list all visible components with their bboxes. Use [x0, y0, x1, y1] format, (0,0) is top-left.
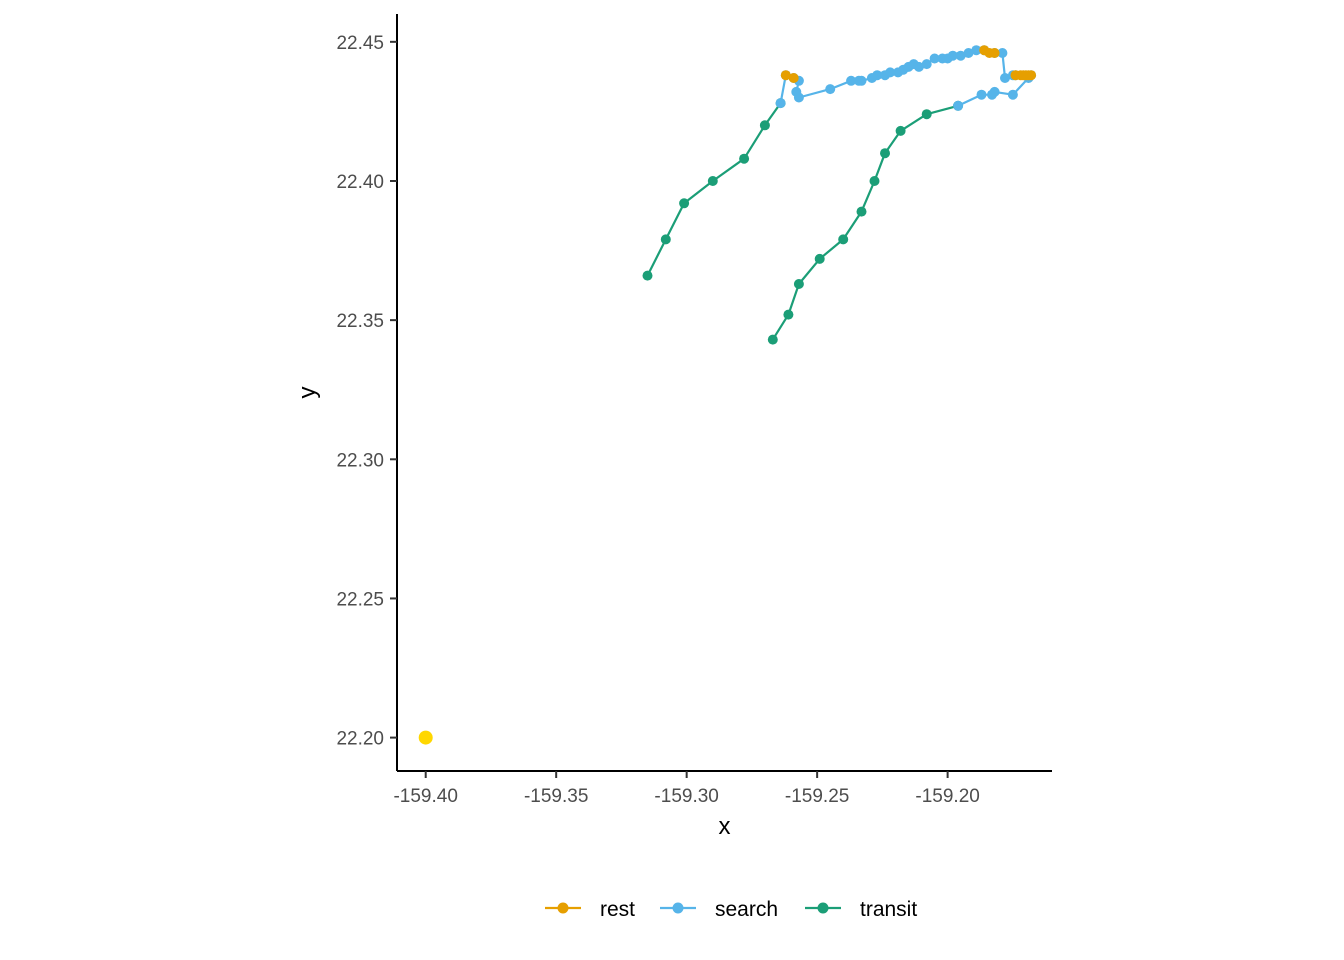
search-point: [963, 48, 974, 58]
search-point: [872, 70, 883, 81]
x-tick-label: -159.30: [654, 786, 718, 807]
transit-point: [838, 234, 849, 245]
y-tick-label: 22.25: [336, 589, 384, 610]
search-point: [825, 84, 836, 95]
transit-point: [856, 206, 867, 217]
y-tick-label: 22.20: [336, 729, 384, 750]
transit-point: [759, 120, 770, 131]
transit-line-1: [771, 104, 959, 341]
series-transit: [642, 98, 964, 345]
transit-point: [793, 279, 804, 289]
search-point: [793, 92, 804, 103]
search-point: [856, 75, 867, 86]
legend-key-point: [672, 902, 684, 914]
search-point: [913, 61, 924, 72]
transit-point: [767, 334, 778, 345]
legend-key-point: [817, 902, 829, 914]
highlight-point: [418, 730, 433, 745]
rest-point: [989, 48, 1000, 58]
plot-series: [418, 45, 1037, 745]
search-point: [1007, 89, 1018, 100]
x-tick-label: -159.25: [785, 786, 849, 807]
search-point: [953, 100, 964, 111]
transit-point: [679, 198, 690, 209]
legend-label: rest: [600, 898, 635, 921]
search-point: [976, 89, 987, 100]
search-point: [947, 50, 958, 61]
y-tick-label: 22.35: [336, 311, 384, 332]
y-tick-label: 22.45: [336, 33, 384, 54]
search-point: [987, 89, 997, 100]
search-point: [921, 59, 932, 70]
transit-point: [739, 153, 750, 164]
search-point: [846, 75, 857, 86]
legend-item-transit: transit: [805, 898, 917, 921]
search-point: [929, 53, 940, 64]
legend: rest search transit: [545, 898, 917, 921]
transit-point: [895, 125, 906, 136]
x-tick-label: -159.40: [393, 786, 457, 807]
transit-point: [921, 109, 932, 120]
transit-point: [783, 309, 794, 320]
y-tick-label: 22.30: [336, 450, 384, 471]
legend-key-point: [557, 902, 569, 914]
x-axis: -159.40 -159.35 -159.30 -159.25 -159.20: [393, 770, 1052, 807]
transit-point: [642, 270, 653, 281]
rest-point: [780, 70, 791, 81]
search-point: [997, 48, 1008, 58]
transit-point: [880, 148, 890, 159]
x-tick-label: -159.20: [915, 786, 979, 807]
transit-point: [660, 234, 671, 245]
legend-label: transit: [860, 898, 917, 921]
transit-point: [814, 253, 825, 264]
x-axis-title: x: [719, 813, 731, 840]
transit-point: [707, 176, 718, 186]
y-axis: 22.20 22.25 22.30 22.35 22.40 22.45: [336, 14, 398, 771]
series-rest: [780, 45, 1037, 83]
search-point: [1000, 73, 1010, 83]
search-point: [955, 50, 966, 61]
transit-line-0: [646, 102, 782, 277]
search-point: [885, 67, 896, 78]
search-point: [971, 45, 982, 56]
x-tick-label: -159.35: [524, 786, 588, 807]
legend-item-rest: rest: [545, 898, 635, 921]
y-tick-label: 22.40: [336, 172, 384, 193]
y-axis-title: y: [294, 387, 321, 399]
transit-point: [869, 176, 880, 186]
search-point: [775, 98, 786, 109]
legend-item-search: search: [660, 898, 778, 921]
rest-point: [1026, 70, 1037, 81]
legend-label: search: [715, 898, 778, 921]
rest-point: [788, 73, 799, 83]
